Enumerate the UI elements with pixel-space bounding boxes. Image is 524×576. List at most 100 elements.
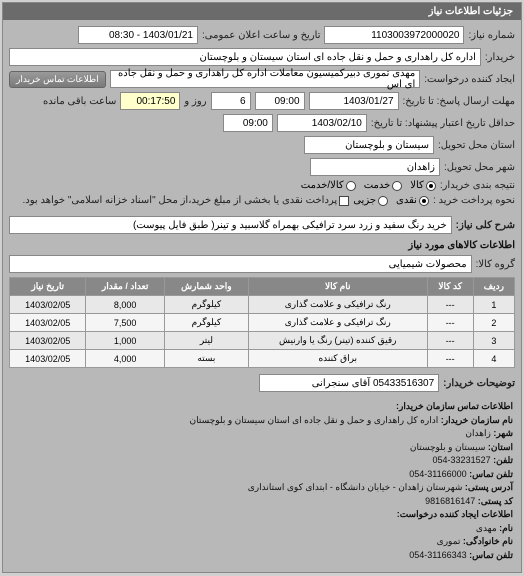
panel-body: شماره نیاز: 1103003972000020 تاریخ و ساع…	[3, 20, 521, 572]
pay-radio-2-label: جزیی	[353, 195, 376, 206]
table-cell: 4	[473, 350, 514, 368]
announce-date-label: تاریخ و ساعت اعلان عمومی:	[202, 30, 321, 41]
panel-title: جزئیات اطلاعات نیاز	[3, 3, 521, 20]
province-label: استان محل تحویل:	[438, 140, 515, 151]
th-3: واحد شمارش	[164, 278, 248, 296]
table-cell: ---	[427, 296, 473, 314]
cash-result-label: نتیجه بندی خریدار:	[440, 180, 515, 191]
row-group: گروه کالا: محصولات شیمیایی	[9, 255, 515, 273]
table-header-row: ردیف کد کالا نام کالا واحد شمارش تعداد /…	[10, 278, 515, 296]
table-row: 3---رقیق کننده (تینر) رنگ یا وارنیشلیتر1…	[10, 332, 515, 350]
post-addr: شهرستان زاهدان - خیابان دانشگاه - ابتدای…	[248, 482, 463, 492]
row-requester: ایجاد کننده درخواست: مهدی تموری دبیرکمیس…	[9, 70, 515, 88]
validity-time-field: 09:00	[223, 114, 273, 132]
contact-province-label: استان:	[488, 442, 513, 452]
contact-info-button[interactable]: اطلاعات تماس خریدار	[9, 71, 106, 88]
row-buyer-notes: توضیحات خریدار: 05433516307 آقای سنجرانی	[9, 374, 515, 392]
contact-block: اطلاعات تماس سازمان خریدار: نام سازمان خ…	[9, 396, 515, 566]
group-field: محصولات شیمیایی	[9, 255, 472, 273]
radio-icon	[426, 181, 436, 191]
pay-radio-group: نقدی جزیی	[353, 195, 429, 206]
requester-info-title: اطلاعات ایجاد کننده درخواست:	[397, 509, 513, 519]
requester-label: ایجاد کننده درخواست:	[424, 74, 515, 85]
table-cell: 4,000	[86, 350, 164, 368]
table-cell: 1,000	[86, 332, 164, 350]
radio-icon	[392, 181, 402, 191]
group-label: گروه کالا:	[476, 259, 515, 270]
row-validity: حداقل تاریخ اعتبار پیشنهاد: تا تاریخ: 14…	[9, 114, 515, 132]
th-1: کد کالا	[427, 278, 473, 296]
table-row: 1---رنگ ترافیکی و علامت گذاریکیلوگرم8,00…	[10, 296, 515, 314]
table-cell: رنگ ترافیکی و علامت گذاری	[248, 296, 427, 314]
org-name-label: نام سازمان خریدار:	[441, 415, 513, 425]
th-0: ردیف	[473, 278, 514, 296]
req-name: مهدی	[476, 523, 497, 533]
post-code-label: کد پستی:	[478, 496, 513, 506]
row-cash-result: نتیجه بندی خریدار: کالا خدمت کالا/خدمت	[9, 180, 515, 191]
buyer-notes-field: 05433516307 آقای سنجرانی	[259, 374, 439, 392]
table-cell: کیلوگرم	[164, 314, 248, 332]
cash-radio-1-label: کالا	[410, 180, 424, 191]
table-cell: ---	[427, 332, 473, 350]
goods-info-title: اطلاعات کالاهای مورد نیاز	[9, 240, 515, 251]
contact-fax: 31166000-054	[409, 469, 466, 479]
main-panel: جزئیات اطلاعات نیاز شماره نیاز: 11030039…	[2, 2, 522, 573]
deadline-date-field: 1403/01/27	[309, 92, 399, 110]
req-phone-label: تلفن تماس:	[469, 550, 513, 560]
cash-radio-2[interactable]: خدمت	[364, 180, 403, 191]
contact-province: سیستان و بلوچستان	[410, 442, 486, 452]
requester-field: مهدی تموری دبیرکمیسیون معاملات اداره کل …	[110, 70, 421, 88]
table-cell: کیلوگرم	[164, 296, 248, 314]
table-cell: ---	[427, 314, 473, 332]
request-no-field: 1103003972000020	[324, 26, 464, 44]
row-city: شهر محل تحویل: زاهدان	[9, 158, 515, 176]
desc-field: خرید رنگ سفید و زرد سرد ترافیکی بهمراه گ…	[9, 216, 452, 234]
row-request-no: شماره نیاز: 1103003972000020 تاریخ و ساع…	[9, 26, 515, 44]
table-cell: 1	[473, 296, 514, 314]
row-province: استان محل تحویل: سیستان و بلوچستان	[9, 136, 515, 154]
deadline-remain-label: ساعت باقی مانده	[43, 96, 116, 107]
table-cell: لیتر	[164, 332, 248, 350]
deadline-label: مهلت ارسال پاسخ: تا تاریخ:	[403, 96, 515, 107]
deadline-remain-field: 00:17:50	[120, 92, 180, 110]
cash-radio-3[interactable]: کالا/خدمت	[301, 180, 356, 191]
row-deadline: مهلت ارسال پاسخ: تا تاریخ: 1403/01/27 09…	[9, 92, 515, 110]
req-family: تموری	[437, 536, 461, 546]
pay-checkbox[interactable]: پرداخت نقدی یا بخشی از مبلغ خرید،از محل …	[22, 195, 349, 206]
table-cell: بسته	[164, 350, 248, 368]
pay-radio-2[interactable]: جزیی	[353, 195, 388, 206]
th-4: تعداد / مقدار	[86, 278, 164, 296]
table-cell: 1403/02/05	[10, 296, 86, 314]
radio-icon	[378, 196, 388, 206]
announce-date-field: 1403/01/21 - 08:30	[78, 26, 198, 44]
table-row: 2---رنگ ترافیکی و علامت گذاریکیلوگرم7,50…	[10, 314, 515, 332]
contact-city: زاهدان	[465, 428, 490, 438]
table-cell: براق کننده	[248, 350, 427, 368]
post-addr-label: آدرس پستی:	[465, 482, 513, 492]
deadline-time-field: 09:00	[255, 92, 305, 110]
cash-radio-1[interactable]: کالا	[410, 180, 436, 191]
row-desc: شرح کلی نیاز: خرید رنگ سفید و زرد سرد تر…	[9, 216, 515, 234]
buyer-label: خریدار:	[485, 52, 515, 63]
th-2: نام کالا	[248, 278, 427, 296]
cash-radio-3-label: کالا/خدمت	[301, 180, 344, 191]
table-cell: 1403/02/05	[10, 332, 86, 350]
pay-radio-1[interactable]: نقدی	[396, 195, 429, 206]
radio-icon	[419, 196, 429, 206]
city-label: شهر محل تحویل:	[444, 162, 515, 173]
contact-fax-label: تلفن تماس:	[469, 469, 513, 479]
deadline-days-label: روز و	[184, 96, 206, 107]
pay-type-label: نحوه پرداخت خرید :	[433, 195, 515, 206]
table-cell: 2	[473, 314, 514, 332]
table-cell: رقیق کننده (تینر) رنگ یا وارنیش	[248, 332, 427, 350]
cash-radio-group: کالا خدمت کالا/خدمت	[301, 180, 436, 191]
table-cell: 1403/02/05	[10, 314, 86, 332]
province-field: سیستان و بلوچستان	[304, 136, 434, 154]
contact-phone: 33231527-054	[433, 455, 491, 465]
checkbox-icon	[339, 196, 349, 206]
validity-label: حداقل تاریخ اعتبار پیشنهاد: تا تاریخ:	[371, 118, 515, 129]
radio-icon	[346, 181, 356, 191]
row-pay-type: نحوه پرداخت خرید : نقدی جزیی پرداخت نقدی…	[9, 195, 515, 206]
table-cell: رنگ ترافیکی و علامت گذاری	[248, 314, 427, 332]
th-5: تاریخ نیاز	[10, 278, 86, 296]
